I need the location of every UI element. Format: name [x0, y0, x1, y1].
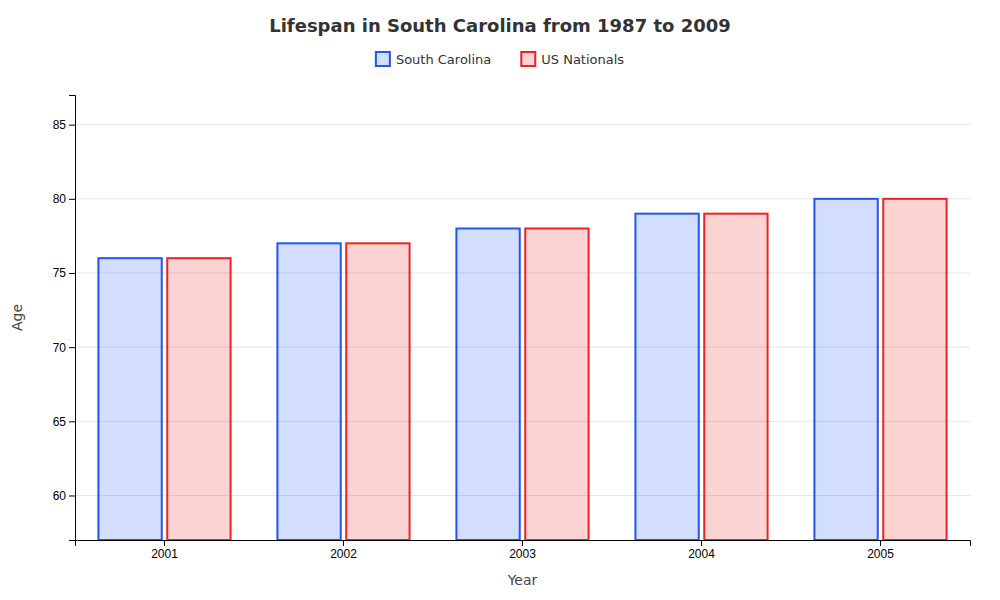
bar [883, 199, 946, 540]
bar [635, 214, 698, 540]
tick-label: 2004 [688, 547, 715, 561]
tick-label: 85 [53, 118, 67, 132]
bar [98, 258, 161, 540]
y-tick: 85 [53, 118, 75, 132]
plot: 2001 2002 2003 2004 2005 60 65 70 75 80 85 [53, 96, 971, 561]
tick-label: 2005 [867, 547, 894, 561]
tick-mark [69, 273, 75, 274]
y-tick: 80 [53, 192, 75, 206]
tick-label: 70 [53, 341, 67, 355]
y-tick: 75 [53, 266, 75, 280]
chart: 2001 2002 2003 2004 2005 60 65 70 75 80 85 Lifespan… [0, 0, 1000, 600]
tick-mark [522, 540, 523, 546]
tick-label: 80 [53, 192, 67, 206]
bar [704, 214, 767, 540]
tick-label: 2001 [151, 547, 178, 561]
tick-label: 75 [53, 266, 67, 280]
tick-mark [343, 540, 344, 546]
axis-line [76, 541, 971, 547]
y-axis-title: Age [9, 304, 25, 331]
bar [814, 199, 877, 540]
y-tick: 60 [53, 489, 75, 503]
legend-item: US Nationals [521, 52, 624, 67]
x-tick: 2003 [509, 540, 536, 561]
tick-mark [69, 199, 75, 200]
legend-label: US Nationals [541, 52, 624, 67]
bar [525, 229, 588, 541]
grid-line [75, 124, 970, 125]
bar-series [98, 199, 877, 540]
x-axis-title: Year [507, 572, 538, 588]
legend-swatch [376, 52, 390, 66]
tick-label: 65 [53, 415, 67, 429]
y-axis: 60 65 70 75 80 85 [53, 96, 76, 541]
bar [346, 243, 409, 540]
bar-series [167, 199, 946, 540]
legend-swatch [521, 52, 535, 66]
tick-mark [69, 125, 75, 126]
tick-mark [164, 540, 165, 546]
bar [277, 243, 340, 540]
tick-label: 2002 [330, 547, 357, 561]
x-axis: 2001 2002 2003 2004 2005 [76, 540, 971, 561]
tick-mark [69, 347, 75, 348]
legend-item: South Carolina [376, 52, 491, 67]
bar [456, 229, 519, 541]
bars [98, 199, 946, 540]
x-tick: 2002 [330, 540, 357, 561]
y-tick: 65 [53, 415, 75, 429]
tick-mark [701, 540, 702, 546]
legend: South Carolina US Nationals [376, 52, 624, 67]
x-tick: 2001 [151, 540, 178, 561]
tick-mark [69, 421, 75, 422]
tick-mark [69, 496, 75, 497]
tick-label: 2003 [509, 547, 536, 561]
x-tick: 2005 [867, 540, 894, 561]
tick-label: 60 [53, 489, 67, 503]
title: Lifespan in South Carolina from 1987 to … [269, 15, 731, 36]
x-tick: 2004 [688, 540, 715, 561]
axis-line [69, 96, 76, 541]
legend-label: South Carolina [396, 52, 491, 67]
bar [167, 258, 230, 540]
y-tick: 70 [53, 341, 75, 355]
tick-mark [880, 540, 881, 546]
